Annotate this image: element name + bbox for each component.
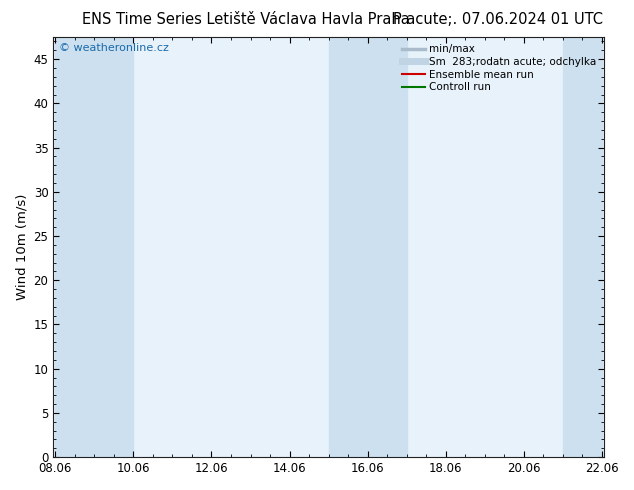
Bar — [368, 37, 407, 457]
Text: P acute;. 07.06.2024 01 UTC: P acute;. 07.06.2024 01 UTC — [393, 12, 603, 27]
Bar — [328, 37, 368, 457]
Legend: min/max, Sm  283;rodatn acute; odchylka, Ensemble mean run, Controll run: min/max, Sm 283;rodatn acute; odchylka, … — [400, 42, 598, 94]
Bar — [563, 37, 602, 457]
Bar — [94, 37, 133, 457]
Bar — [55, 37, 94, 457]
Y-axis label: Wind 10m (m/s): Wind 10m (m/s) — [15, 194, 28, 300]
Text: © weatheronline.cz: © weatheronline.cz — [59, 43, 169, 53]
Text: ENS Time Series Letiště Václava Havla Praha: ENS Time Series Letiště Václava Havla Pr… — [82, 12, 410, 27]
